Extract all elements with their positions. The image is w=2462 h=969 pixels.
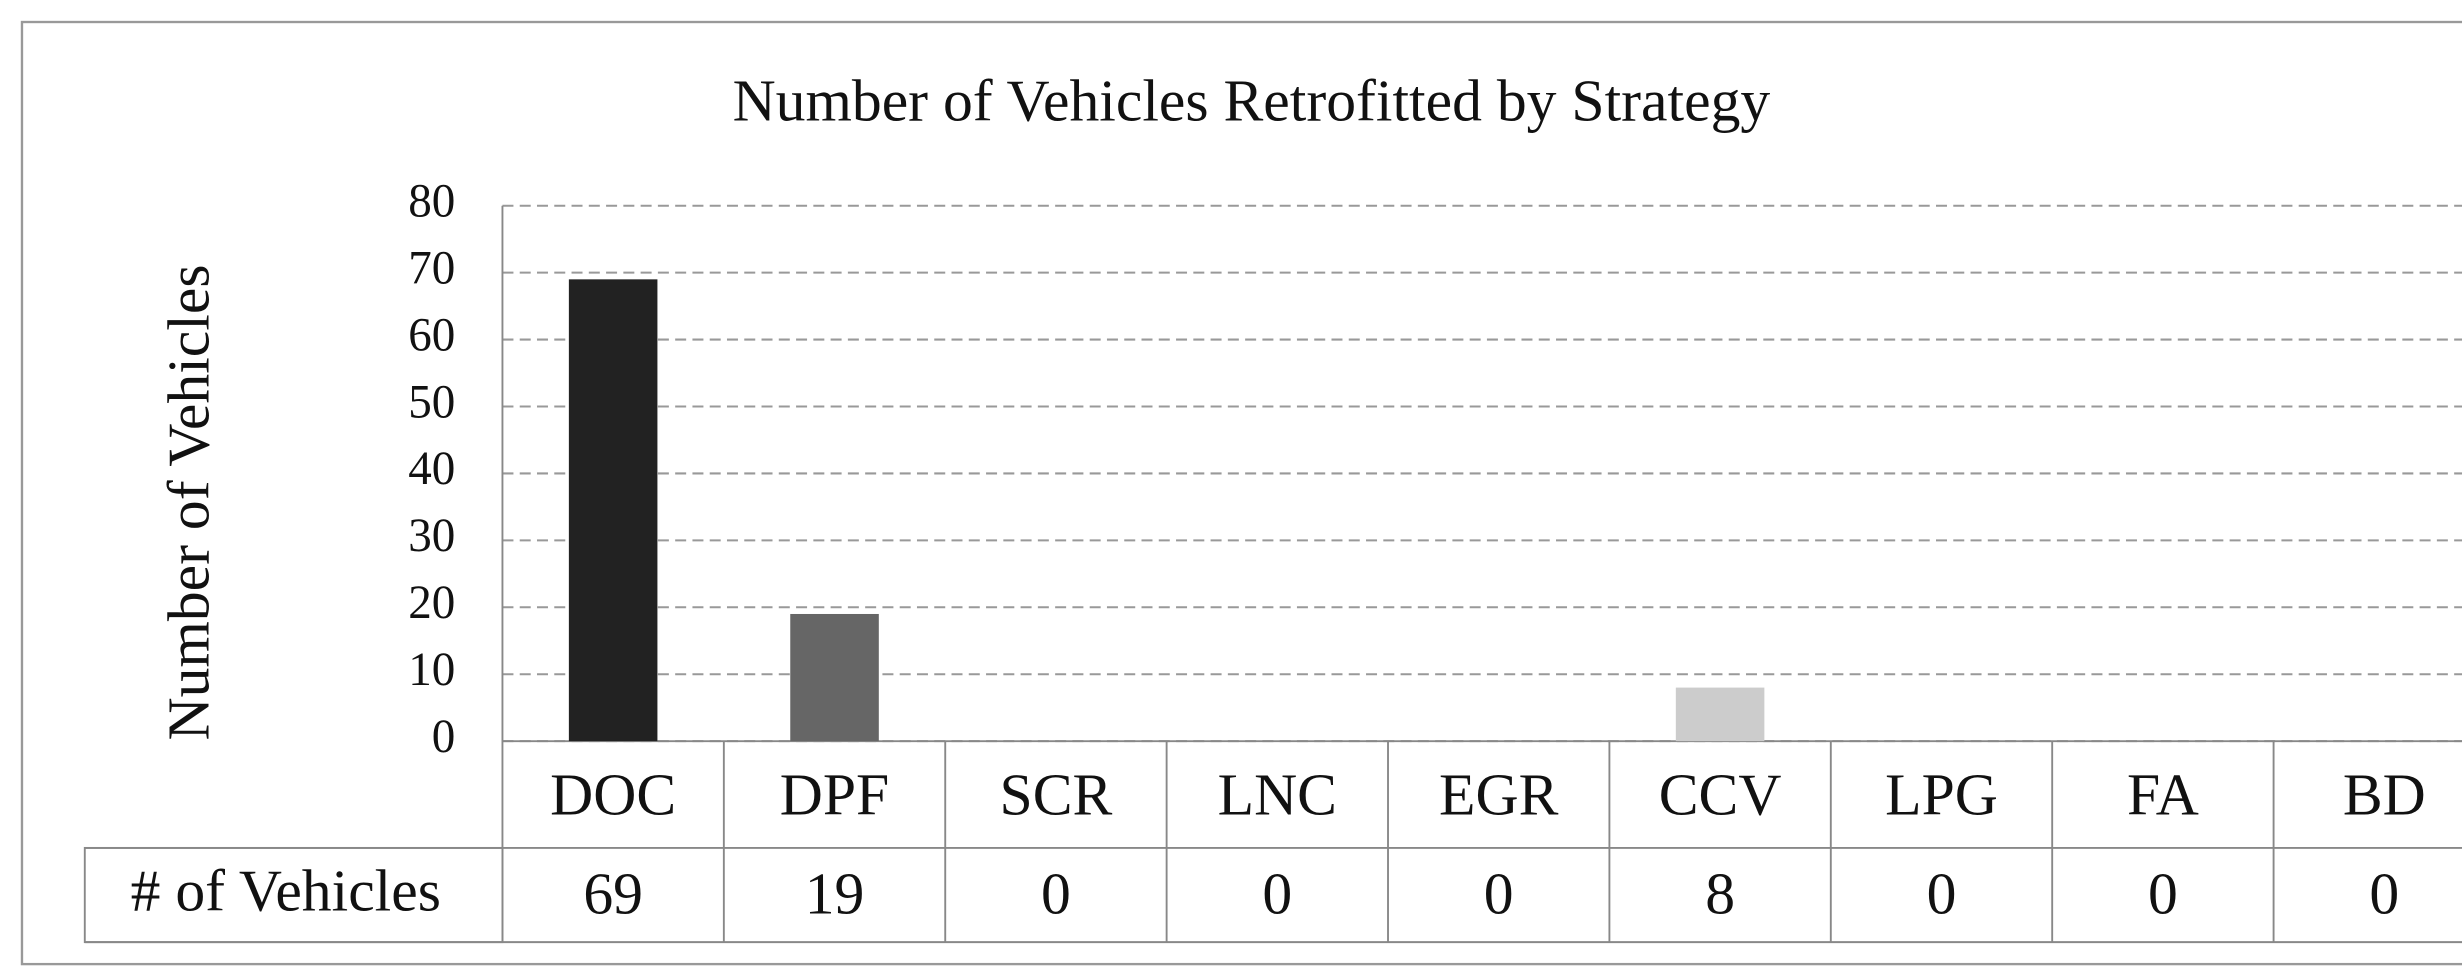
bar	[790, 613, 879, 742]
chart-frame	[20, 20, 2462, 966]
x-tick-label: SCR	[1000, 761, 1113, 827]
chart-title: Number of Vehicles Retrofitted by Strate…	[733, 67, 1771, 133]
y-tick-label: 10	[408, 644, 455, 696]
y-tick-label: 30	[408, 510, 455, 562]
table-value: 0	[1041, 860, 1071, 926]
y-axis-label: Number of Vehicles	[155, 264, 221, 740]
x-tick-label: FA	[2127, 761, 2199, 827]
y-tick-label: 0	[432, 711, 456, 763]
y-tick-label: 70	[408, 242, 455, 294]
x-tick-label: EGR	[1439, 761, 1559, 827]
x-tick-label: LPG	[1885, 761, 1998, 827]
x-tick-label: LNC	[1218, 761, 1337, 827]
x-tick-label: DPF	[780, 761, 889, 827]
y-tick-label: 20	[408, 577, 455, 629]
bar	[568, 279, 658, 742]
x-tick-label: DOC	[550, 761, 676, 827]
table-value: 0	[2369, 860, 2399, 926]
table-value: 8	[1705, 860, 1735, 926]
table-row-label: # of Vehicles	[131, 857, 441, 923]
table-value: 0	[1262, 860, 1292, 926]
y-tick-label: 60	[408, 309, 455, 361]
table-value: 0	[1927, 860, 1957, 926]
x-tick-label: CCV	[1659, 761, 1782, 827]
table-value: 69	[583, 860, 643, 926]
x-tick-label: BD	[2343, 761, 2426, 827]
y-tick-label: 80	[408, 176, 455, 228]
table-value: 19	[805, 860, 865, 926]
table-value: 0	[2148, 860, 2178, 926]
y-tick-label: 40	[408, 443, 455, 495]
table-value: 0	[1484, 860, 1514, 926]
y-tick-label: 50	[408, 376, 455, 428]
bar	[1675, 687, 1765, 742]
